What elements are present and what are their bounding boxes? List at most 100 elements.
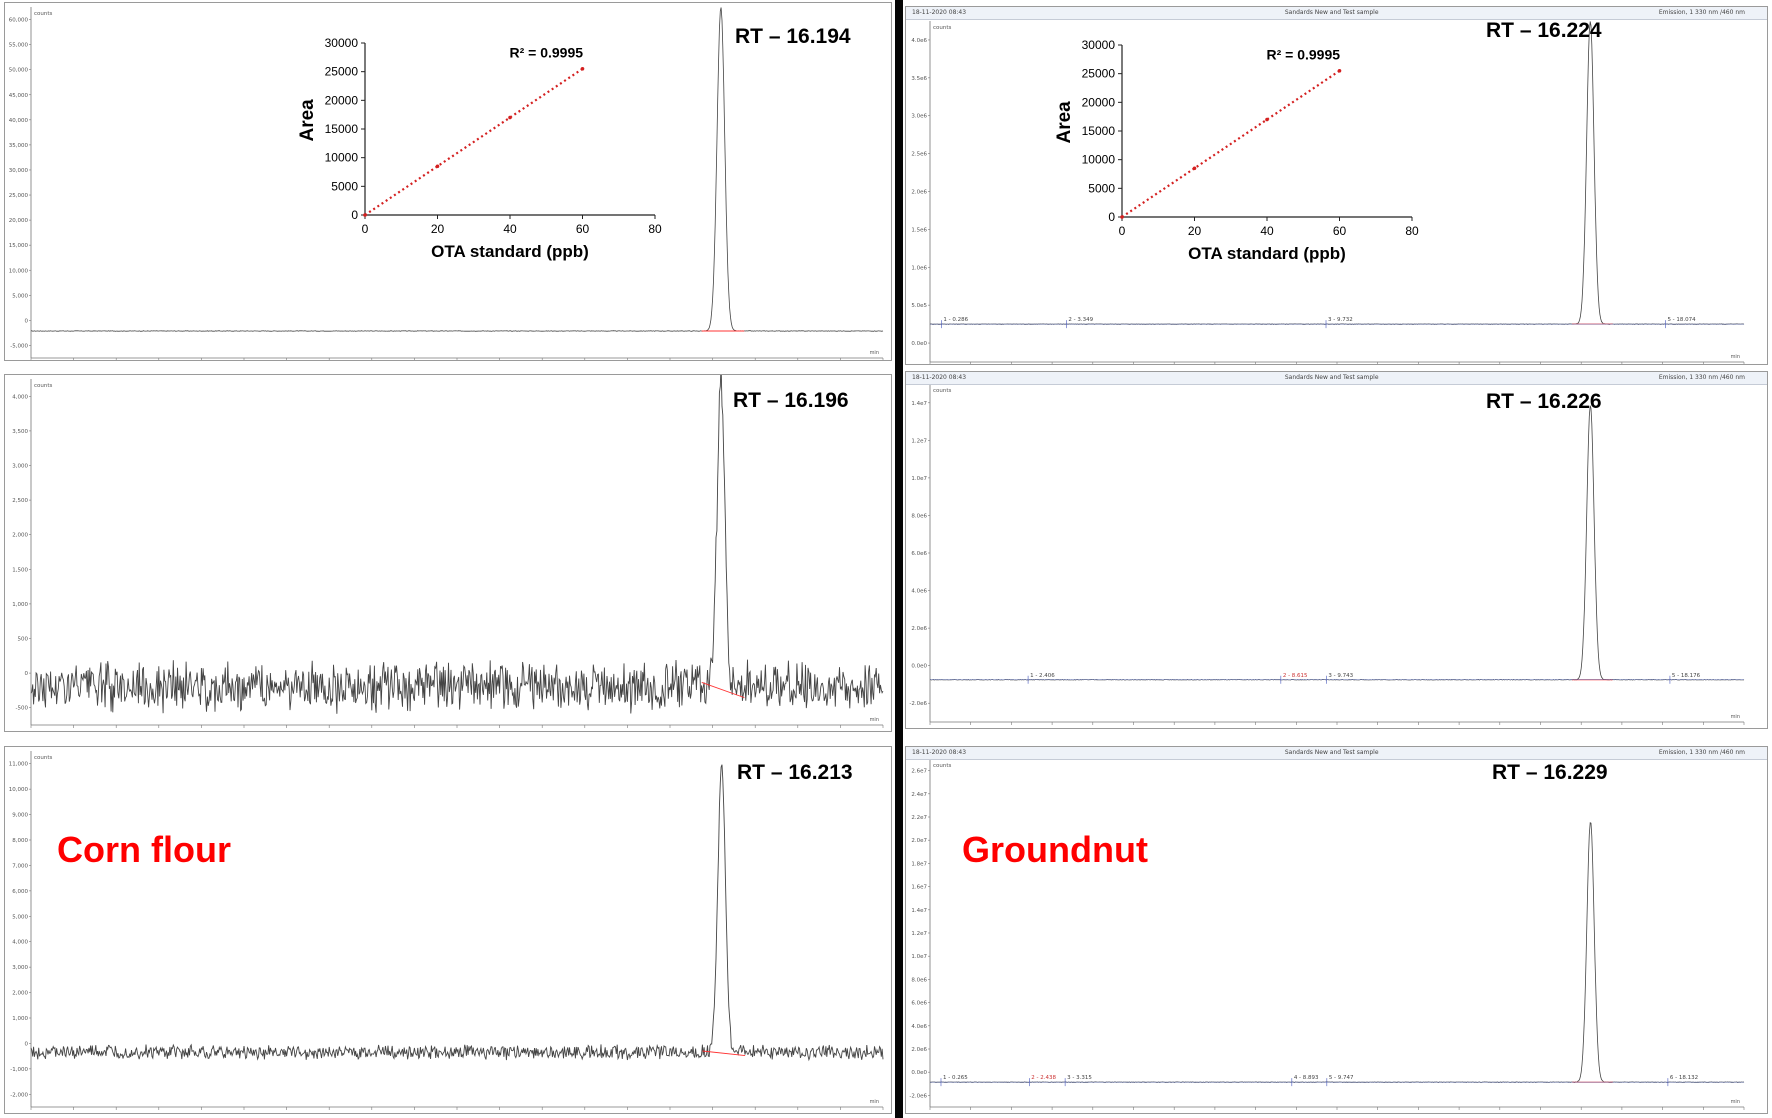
inset-y-tick-label: 30000 <box>1082 38 1116 52</box>
y-tick-label: 1,000 <box>12 1016 28 1022</box>
inset-x-label: OTA standard (ppb) <box>431 242 589 261</box>
y-tick-label: 11,000 <box>9 762 29 768</box>
y-tick-label: 2,000 <box>12 991 28 997</box>
y-tick-label: 2.0e7 <box>911 838 927 844</box>
y-tick-label: 9,000 <box>12 813 28 819</box>
chromatogram-trace <box>30 375 884 714</box>
header-left: 18-11-2020 08:43 <box>912 749 967 756</box>
y-tick-label: 6.0e6 <box>911 551 927 557</box>
peak-label: 2 - 2.438 <box>1031 1075 1056 1081</box>
peak-label: 4 - 8.893 <box>1294 1075 1319 1081</box>
x-unit-label: min <box>1731 1099 1740 1105</box>
y-tick-label: 2.0e6 <box>911 1047 927 1053</box>
y-tick-label: 10,000 <box>9 268 29 274</box>
y-tick-label: 2.5e6 <box>911 152 927 158</box>
y-tick-label: 2.4e7 <box>911 792 927 798</box>
inset-y-tick-label: 15000 <box>325 122 359 136</box>
column-divider <box>895 0 903 1118</box>
inset-y-tick-label: 0 <box>1108 210 1115 224</box>
inset-x-tick-label: 0 <box>362 222 369 236</box>
inset-y-label: Area <box>297 99 318 142</box>
chromatogram-header: 18-11-2020 08:43 Sandards New and Test sa… <box>906 7 1767 20</box>
y-tick-label: 25,000 <box>9 193 29 199</box>
calibration-point <box>580 67 585 71</box>
header-mid: Sandards New and Test sample <box>1284 749 1379 756</box>
y-unit-label: counts <box>34 383 53 389</box>
y-tick-label: 1.2e7 <box>911 438 927 444</box>
calibration-point <box>508 115 512 120</box>
retention-time-label: RT – 16.196 <box>733 389 849 412</box>
fit-line <box>364 67 584 216</box>
inset-y-tick-label: 25000 <box>1082 67 1116 81</box>
y-tick-label: 1.8e7 <box>911 861 927 867</box>
inset-y-tick-label: 5000 <box>331 179 358 193</box>
chromatogram-svg: 0.0e0 5.0e5 1.0e6 1.5e6 2.0e6 2.5e6 3.0e6 3.5e6… <box>911 21 1745 364</box>
inset-x-tick-label: 60 <box>576 222 590 236</box>
y-tick-label: 3.5e6 <box>911 76 927 82</box>
y-tick-label: 1.0e6 <box>911 265 927 271</box>
y-tick-label: 500 <box>18 637 29 643</box>
peak-label: 2 - 3.349 <box>1068 317 1093 323</box>
y-unit-label: counts <box>933 25 952 31</box>
y-tick-label: -2,000 <box>10 1092 28 1098</box>
x-unit-label: min <box>870 717 879 723</box>
inset-x-tick-label: 80 <box>648 222 662 236</box>
calibration-point <box>1120 215 1124 219</box>
x-unit-label: min <box>1731 354 1740 360</box>
inset-y-tick-label: 30000 <box>325 36 359 50</box>
y-tick-label: 1.0e7 <box>911 476 927 482</box>
y-tick-label: 1,000 <box>12 602 28 608</box>
inset-y-tick-label: 10000 <box>1082 153 1116 167</box>
y-tick-label: 45,000 <box>9 93 29 99</box>
fit-line <box>1121 69 1341 218</box>
inset-x-tick-label: 20 <box>431 222 445 236</box>
inset-y-label: Area <box>1054 101 1075 144</box>
y-unit-label: counts <box>34 755 53 761</box>
peak-label: 1 - 0.265 <box>943 1075 968 1081</box>
header-right: Emission, 1 330 nm /460 nm <box>1658 749 1745 756</box>
chromatogram-header: 18-11-2020 08:43 Sandards New and Test sa… <box>906 747 1767 760</box>
y-tick-label: 6.0e6 <box>911 1001 927 1007</box>
y-tick-label: 1.0e7 <box>911 954 927 960</box>
header-right: Emission, 1 330 nm /460 nm <box>1658 9 1745 16</box>
inset-x-tick-label: 20 <box>1188 224 1202 238</box>
y-tick-label: 1.2e7 <box>911 931 927 937</box>
y-tick-label: 0.0e0 <box>911 664 927 670</box>
y-tick-label: -1,000 <box>10 1067 28 1073</box>
retention-time-label: RT – 16.213 <box>737 761 853 784</box>
y-tick-label: 1.4e7 <box>911 908 927 914</box>
header-left: 18-11-2020 08:43 <box>912 9 967 16</box>
y-tick-label: 15,000 <box>9 243 29 249</box>
y-tick-label: 3,000 <box>12 464 28 470</box>
retention-time-label: RT – 16.229 <box>1492 761 1608 784</box>
inset-x-tick-label: 40 <box>1260 224 1274 238</box>
inset-x-tick-label: 40 <box>503 222 517 236</box>
y-tick-label: -5,000 <box>10 343 28 349</box>
y-tick-label: 0.0e0 <box>911 341 927 347</box>
y-tick-label: 10,000 <box>9 787 29 793</box>
x-unit-label: min <box>870 350 879 356</box>
peak-label: 3 - 9.732 <box>1328 317 1353 323</box>
retention-time-label: RT – 16.224 <box>1486 19 1602 42</box>
header-mid: Sandards New and Test sample <box>1284 9 1379 16</box>
y-unit-label: counts <box>933 388 952 394</box>
retention-time-label: RT – 16.194 <box>735 25 851 48</box>
chromatogram-svg: -2,000 -1,000 0 1,000 2,000 3,000 4,000 5,000 6,… <box>9 751 884 1110</box>
y-tick-label: 1.6e7 <box>911 885 927 891</box>
y-tick-label: 40,000 <box>9 118 29 124</box>
y-tick-label: 20,000 <box>9 218 29 224</box>
y-tick-label: 50,000 <box>9 68 29 74</box>
y-tick-label: 2,500 <box>12 498 28 504</box>
calibration-point <box>1337 69 1342 73</box>
y-tick-label: 0 <box>25 318 29 324</box>
y-tick-label: 3,500 <box>12 429 28 435</box>
y-tick-label: 0 <box>25 1041 29 1047</box>
calibration-point <box>1265 117 1269 122</box>
calibration-inset: 0 5000 10000 15000 20000 25000 30000 0 20 40 60 80 R… <box>1054 38 1419 263</box>
y-tick-label: 2.2e7 <box>911 815 927 821</box>
chromatogram-trace <box>929 21 1745 325</box>
peak-label: 5 - 18.074 <box>1667 317 1696 323</box>
y-tick-label: -2.0e6 <box>909 1093 927 1099</box>
inset-y-tick-label: 5000 <box>1088 181 1115 195</box>
calibration-inset: 0 5000 10000 15000 20000 25000 30000 0 20 40 60 80 R… <box>297 36 662 261</box>
